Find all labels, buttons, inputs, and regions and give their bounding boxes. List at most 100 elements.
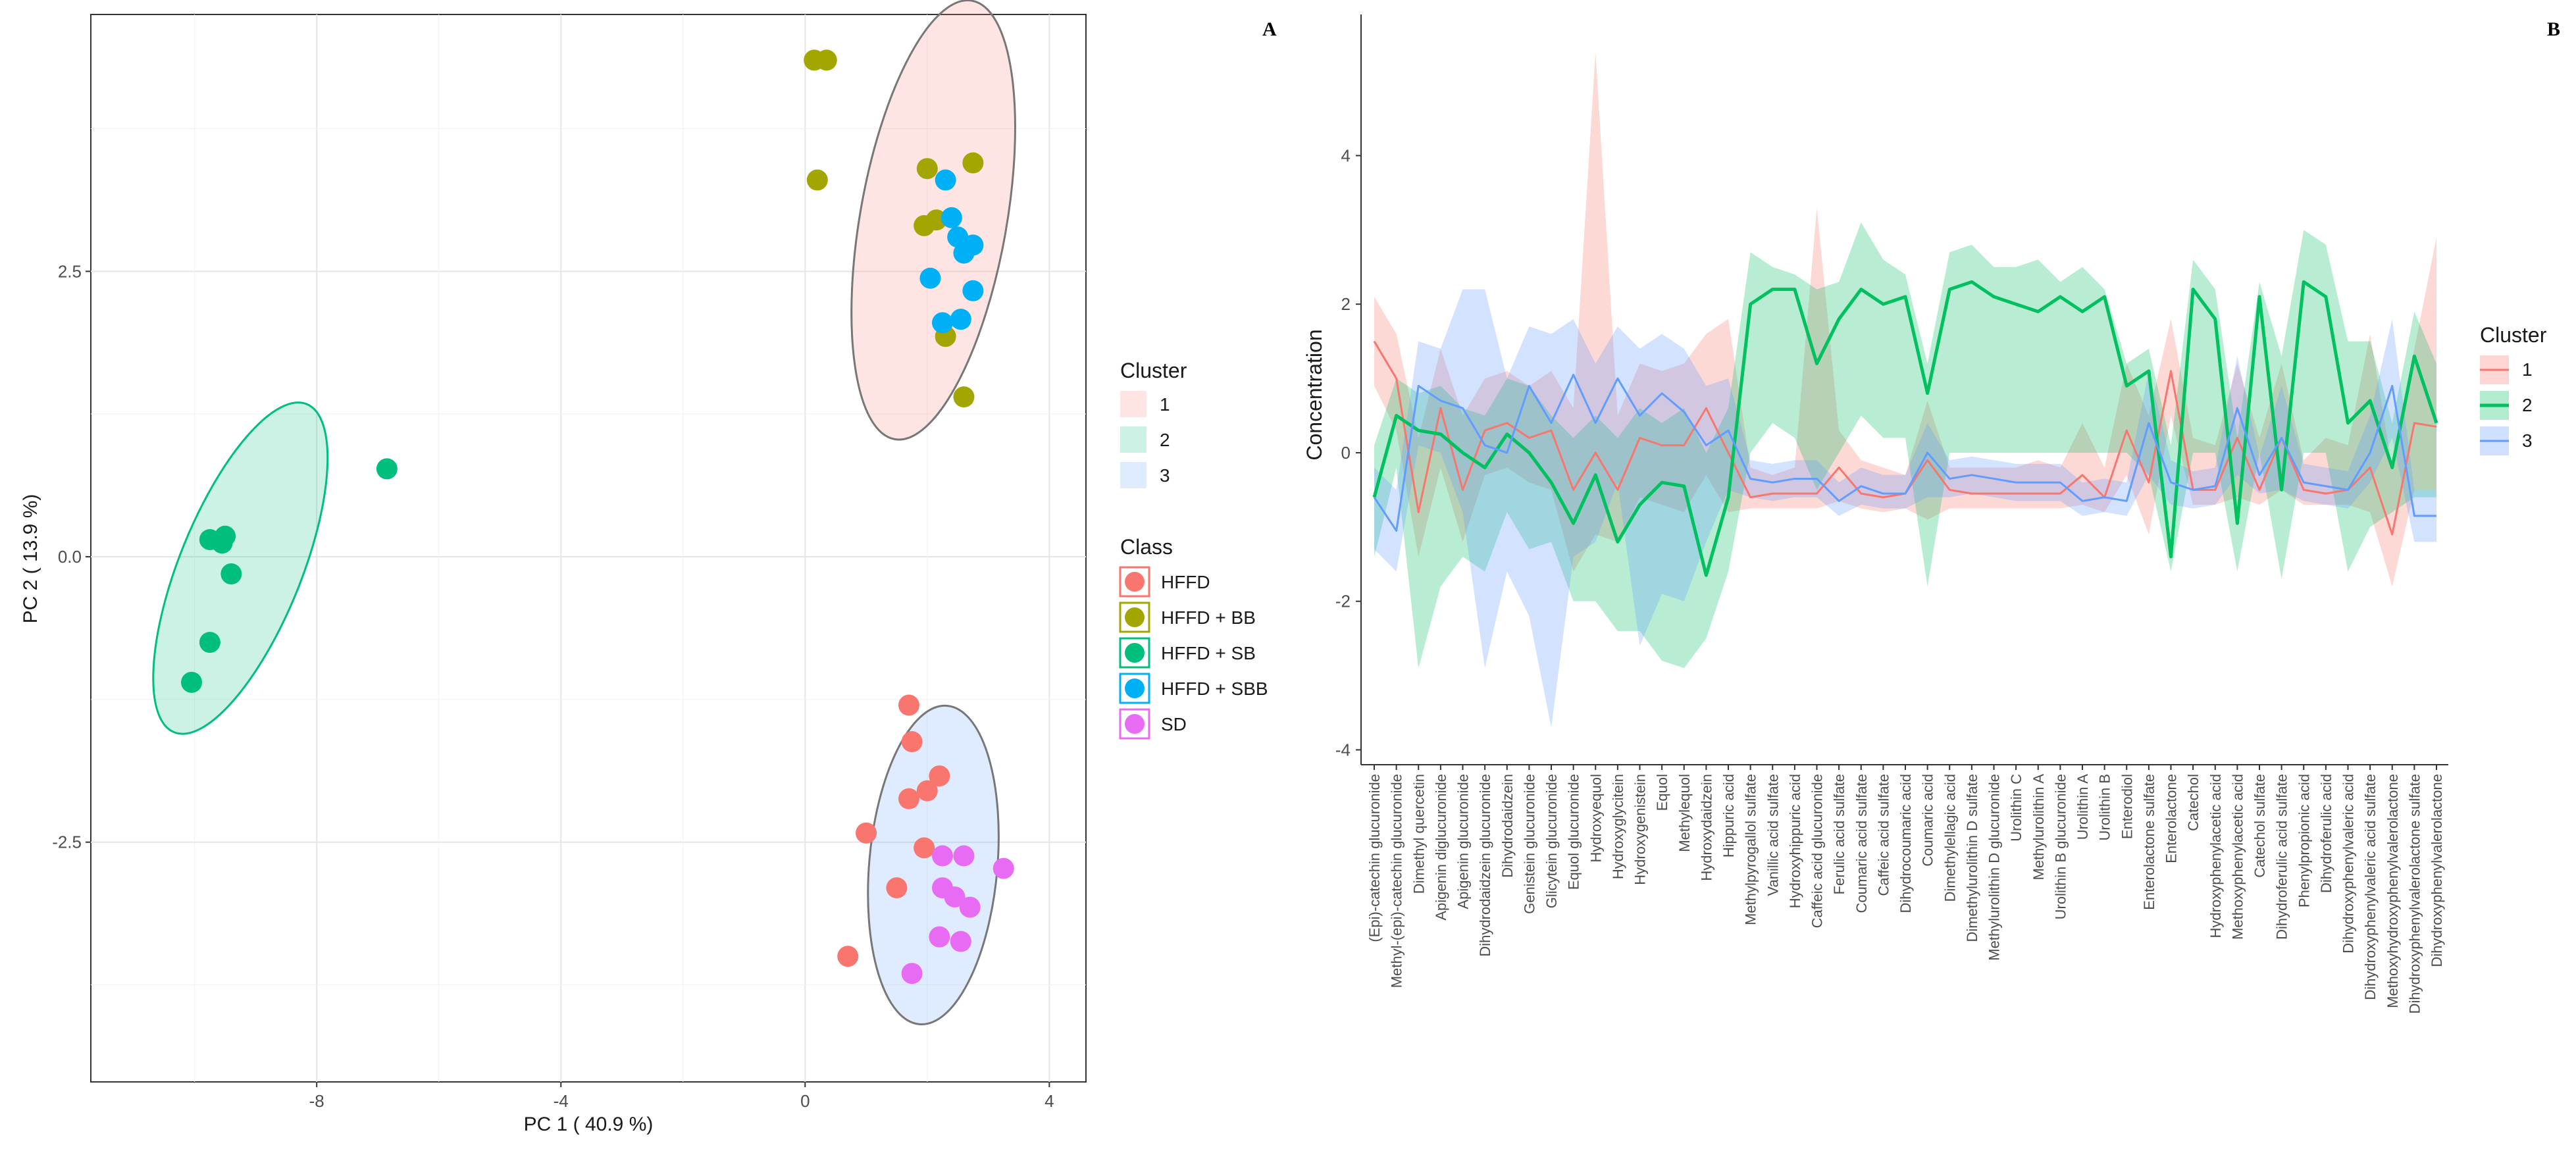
conc-ribbon-cluster-3 [1374,289,2436,728]
pca-point-hffd-sbb [940,207,962,228]
pca-legend-cluster-label: 2 [1160,430,1170,450]
conc-x-tick-label: Dimethylurolithin D sulfate [1964,774,1980,942]
pca-x-tick-label: 0 [800,1091,810,1111]
pca-point-hffd [929,765,950,787]
conc-x-tick-label: Genistein glucuronide [1521,774,1537,914]
pca-point-hffd [898,694,919,716]
conc-x-tick-label: Enterolactone [2163,774,2180,863]
conc-y-tick-labels: -4 -2 0 2 4 [1335,145,1361,759]
conc-x-tick-label: Enterodiol [2119,774,2135,839]
conc-y-tick-label: -2 [1335,592,1351,611]
conc-x-tick-label: Dihydroxyphenylvalerolactone sulfate [2406,774,2423,1013]
pca-legend-class-label: HFFD + SB [1161,643,1256,663]
conc-x-tick-label: Dimethylellagic acid [1942,774,1958,902]
panel-label-a: A [1262,18,1277,40]
pca-point-sd [992,857,1014,879]
conc-x-tick-label: Urolithin C [2008,774,2024,842]
conc-x-tick-label: Hydroxyphenylacetic acid [2207,774,2224,938]
conc-x-tick-label: Dihydrodaidzein [1499,774,1516,878]
panel-label-b: B [2547,18,2560,40]
conc-x-tick-label: Glicytein glucuronide [1543,774,1560,908]
pca-legend-class-label: HFFD [1161,572,1210,592]
conc-x-tick-label: Methylurolithin A [2030,774,2047,881]
conc-x-tick-label: Methylurolithin D glucuronide [1986,774,2003,961]
conc-x-tick-label: Methoxyphenylacetic acid [2229,774,2246,940]
conc-x-tick-label: Dihydroferulic acid sulfate [2274,774,2290,940]
conc-x-tick-label: Hydroxygenistein [1632,774,1649,885]
conc-x-tick-label: Apigenin diglucuronide [1433,774,1449,921]
pca-x-tick-label: -8 [309,1091,324,1111]
conc-legend-label: 2 [2522,395,2533,415]
conc-x-tick-label: Catechol [2185,774,2202,831]
pca-point-hffd-bb [916,158,938,180]
conc-x-tick-label: Ferulic acid sulfate [1831,774,1847,894]
conc-x-tick-label: Dihydrocoumaric acid [1897,774,1914,913]
conc-x-tick-label: Hydroxyglycitein [1610,774,1626,879]
pca-point-hffd-sbb [962,280,984,301]
pca-point-hffd-bb [914,215,935,236]
pca-point-hffd-bb [806,169,828,191]
pca-legend-class-title: Class [1120,535,1173,559]
conc-y-tick-label: 2 [1341,294,1351,314]
pca-legend-cluster-label: 1 [1160,394,1170,415]
pca-scatter-chart: -8 -4 0 4 2.5 0.0 -2.5 PC 1 ( 40.9 %) PC 2 ( … [20,0,1268,1135]
pca-point-hffd-bb [815,49,837,71]
conc-x-tick-label: Dihydroxyphenylvalerolactone [2429,774,2445,967]
concentration-ribbons [1374,51,2436,728]
pca-point-hffd-sb [211,532,233,554]
conc-x-tick-label: Coumaric acid sulfate [1853,774,1870,913]
conc-x-tick-label: Urolithin A [2074,774,2091,840]
pca-point-sd [944,886,966,908]
pca-legend-class-dot [1125,607,1145,627]
conc-legend-cluster: Cluster 1 2 3 [2480,323,2547,455]
pca-point-hffd-bb [953,386,975,408]
conc-x-tick-label: Catechol sulfate [2252,774,2268,878]
pca-point-hffd [916,780,938,802]
conc-x-tick-label: Hydroxyequol [1587,774,1604,863]
conc-x-tick-label: Methylequol [1676,774,1693,852]
pca-point-sd [901,963,923,985]
pca-legend-cluster-key [1120,391,1146,417]
pca-y-tick-labels: 2.5 0.0 -2.5 [52,261,91,852]
pca-point-sd [959,896,981,918]
pca-legend-class-dot [1125,714,1145,734]
pca-legend-class-dot [1125,678,1145,698]
conc-x-tick-label: Coumaric acid [1920,774,1936,867]
conc-x-tick-label: Dihydroferulic acid [2318,774,2334,893]
pca-points [181,49,1014,985]
conc-x-tick-label: Equol [1654,774,1670,811]
pca-legend-class-label: HFFD + BB [1161,607,1256,628]
conc-line-cluster-2 [1372,280,2438,577]
pca-legend-cluster-key [1120,462,1146,488]
pca-y-tick-label: 2.5 [58,261,82,281]
pca-x-tick-labels: -8 -4 0 4 [309,1082,1054,1111]
concentration-line-chart: -4 -2 0 2 4 (Epi)-catechin glucuronide Methyl… [1302,14,2547,1013]
pca-legend-class-dot [1125,643,1145,663]
pca-legend-cluster-title: Cluster [1120,359,1187,382]
pca-point-hffd-sbb [953,242,975,264]
conc-y-tick-label: -4 [1335,740,1351,759]
conc-x-tick-label: Methoxyhydroxyphenylvalerolactone [2384,774,2401,1008]
pca-point-hffd [901,731,923,753]
conc-x-tick-label: Urolithin B [2097,774,2113,840]
pca-point-sd [950,931,971,952]
conc-x-tick-label: Methylpyrogallol sulfate [1743,774,1759,925]
conc-x-tick-label: Caffeic acid glucuronide [1809,774,1826,928]
conc-ribbon-cluster-1 [1374,51,2436,587]
pca-point-hffd [856,822,877,844]
pca-y-tick-label: -2.5 [52,832,82,852]
pca-y-tick-label: 0.0 [58,547,82,567]
conc-x-tick-labels: (Epi)-catechin glucuronide Methyl-(epi)-c… [1366,765,2445,1013]
conc-x-tick-label: Vanillic acid sulfate [1765,774,1781,896]
conc-legend-label: 1 [2522,359,2533,380]
pca-point-sd [953,845,975,867]
pca-point-sd [932,845,954,867]
pca-legend-cluster-key [1120,426,1146,453]
conc-x-tick-label: Dimethyl quercetin [1410,774,1427,894]
conc-y-axis-title: Concentration [1302,329,1326,460]
conc-x-tick-label: Hydroxydaidzein [1698,774,1714,881]
conc-x-tick-label: Dihydrodaidzein glucuronide [1477,774,1493,957]
conc-x-tick-label: Methyl-(epi)-catechin glucuronide [1389,774,1405,988]
pca-point-hffd-sb [199,632,220,653]
